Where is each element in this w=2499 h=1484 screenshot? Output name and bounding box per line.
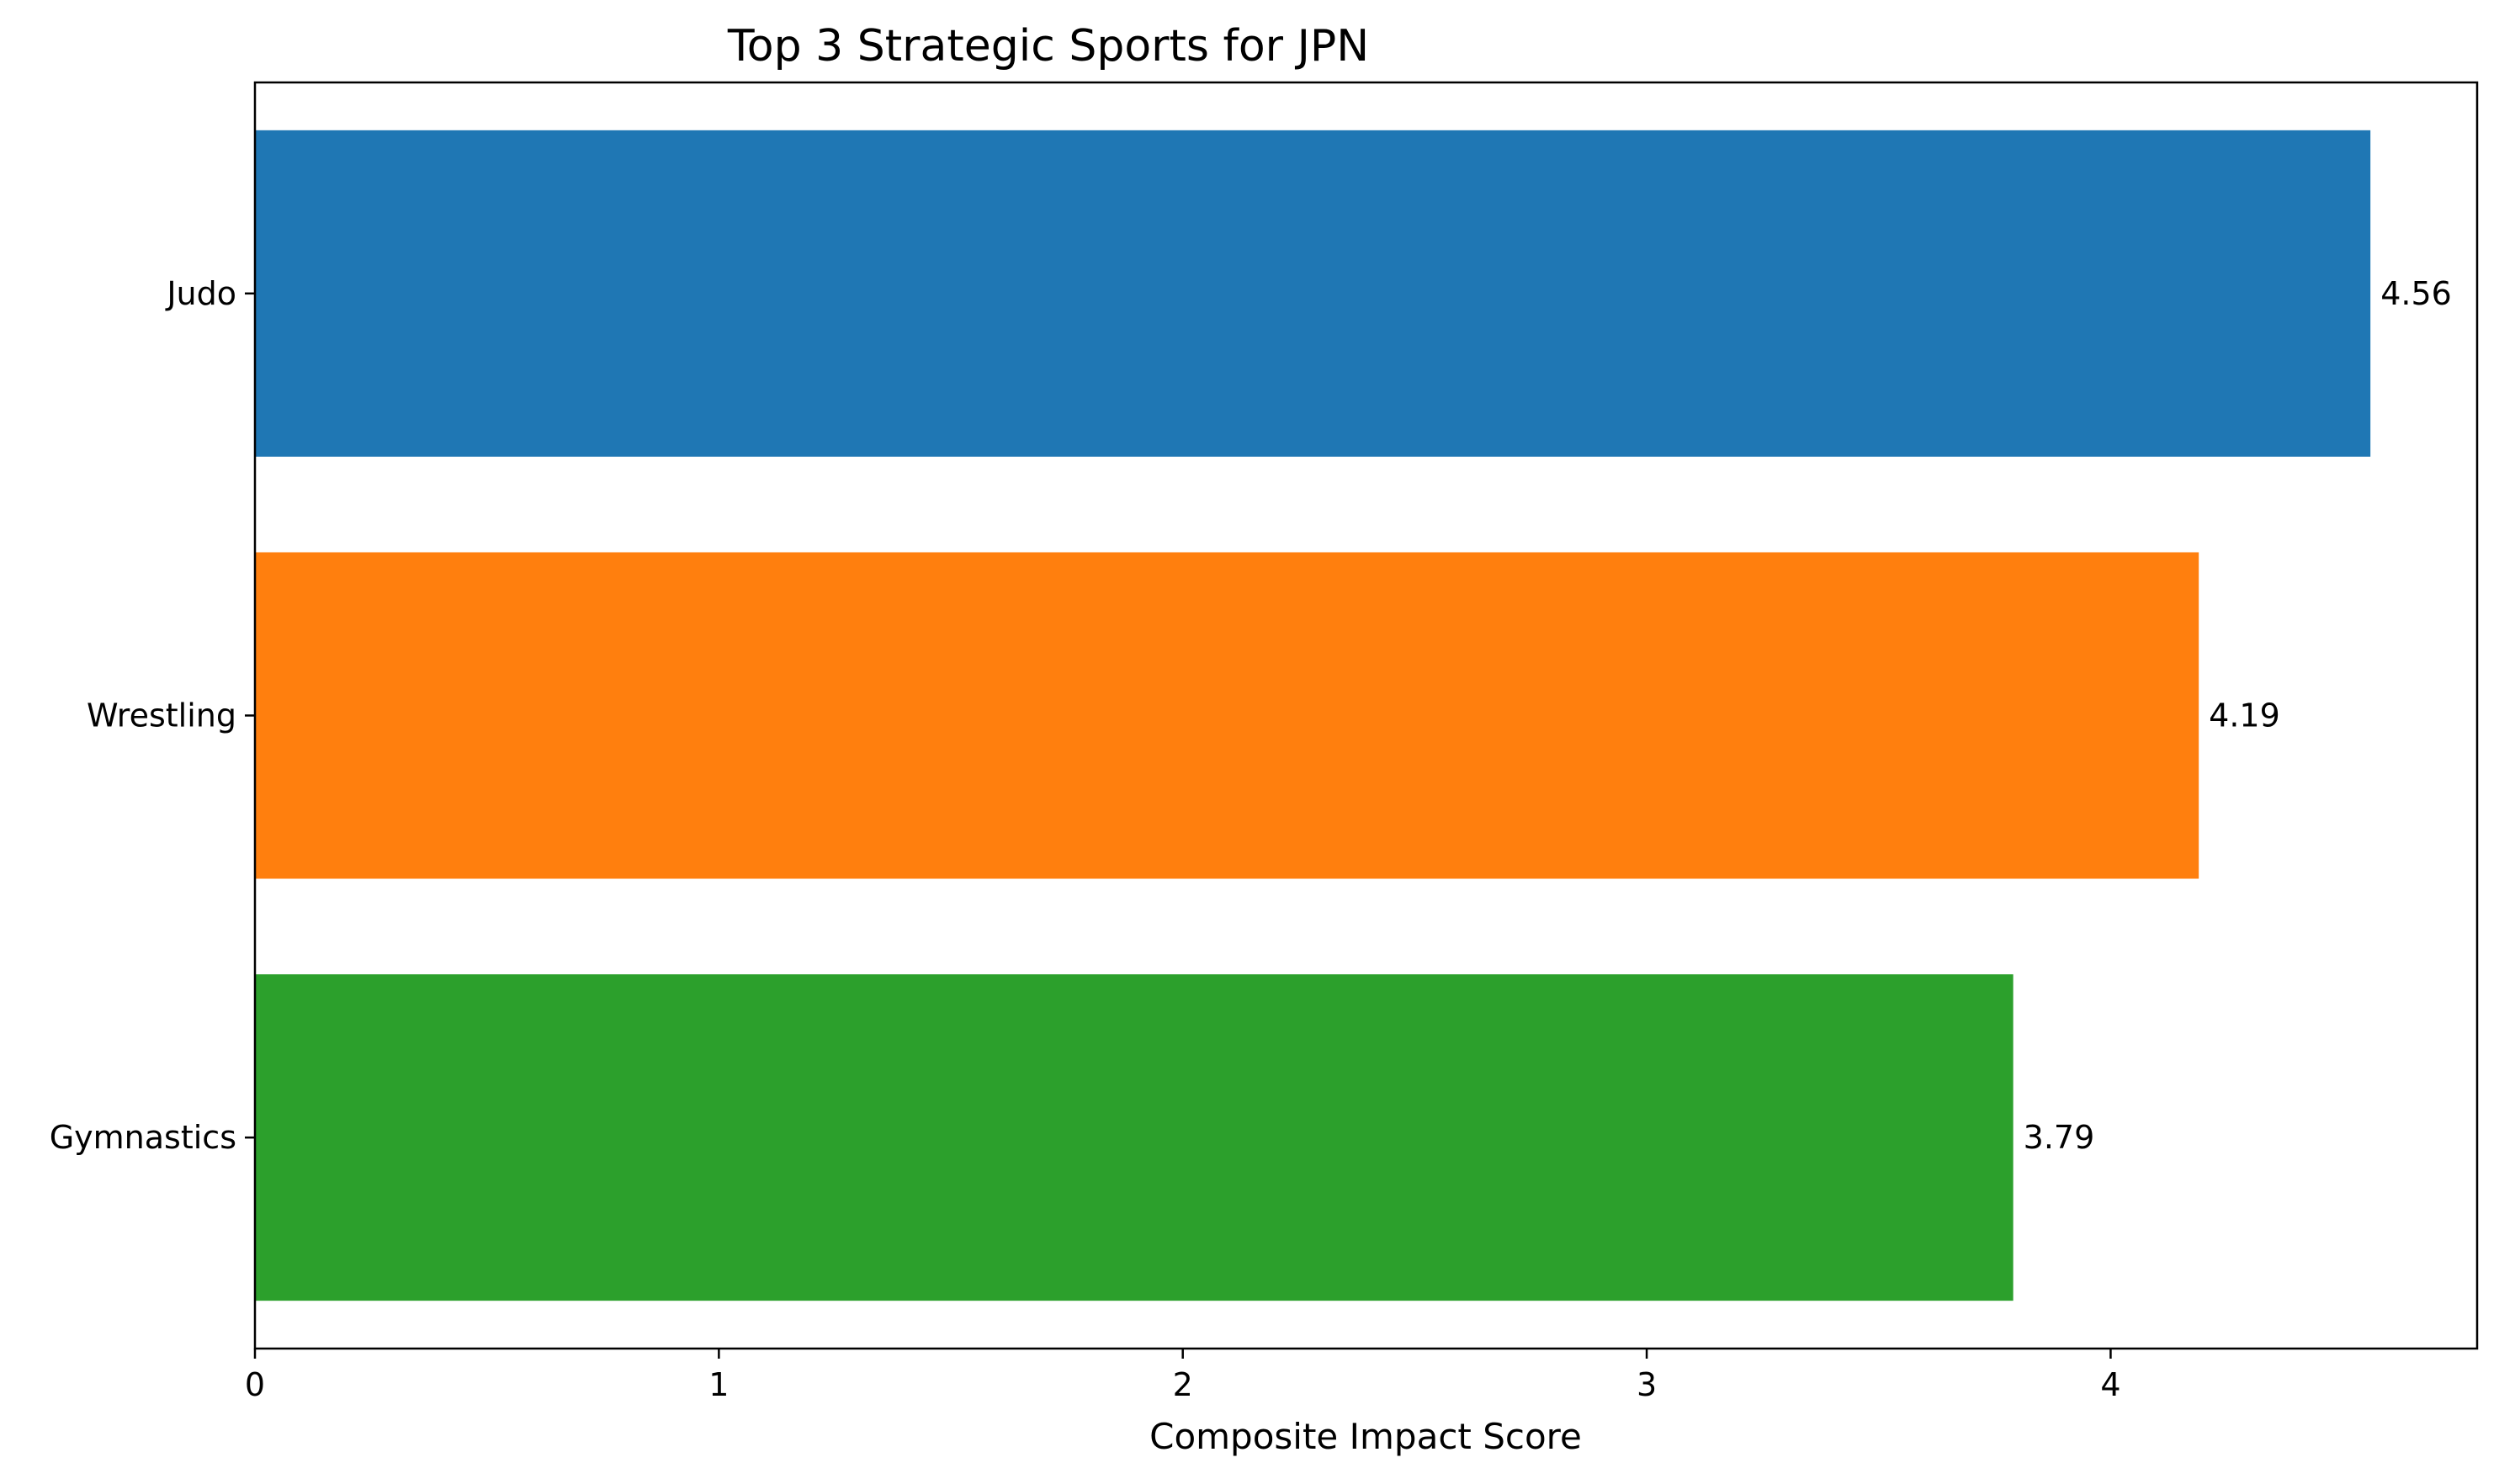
x-axis-label: Composite Impact Score	[1149, 1416, 1582, 1457]
y-tick-label-judo: Judo	[165, 275, 236, 312]
bar-judo	[255, 130, 2371, 457]
value-labels-layer: 4.56 4.19 3.79	[2024, 275, 2452, 1156]
x-axis-ticks: 0 1 2 3 4	[245, 1349, 2121, 1403]
x-tick-label-3: 3	[1637, 1366, 1657, 1403]
chart-title: Top 3 Strategic Sports for JPN	[727, 21, 1369, 72]
x-tick-label-4: 4	[2100, 1366, 2120, 1403]
x-tick-label-0: 0	[245, 1366, 265, 1403]
x-tick-label-1: 1	[708, 1366, 729, 1403]
value-label-judo: 4.56	[2380, 275, 2452, 312]
y-tick-label-gymnastics: Gymnastics	[50, 1119, 236, 1156]
y-axis-ticks: Judo Wrestling Gymnastics	[50, 275, 255, 1156]
bar-wrestling	[255, 552, 2199, 879]
value-label-wrestling: 4.19	[2209, 697, 2280, 734]
bars-layer	[255, 130, 2371, 1301]
bar-gymnastics	[255, 974, 2014, 1301]
y-tick-label-wrestling: Wrestling	[87, 697, 236, 734]
plot-frame	[253, 81, 2479, 1350]
value-label-gymnastics: 3.79	[2024, 1119, 2095, 1156]
x-tick-label-2: 2	[1173, 1366, 1193, 1403]
